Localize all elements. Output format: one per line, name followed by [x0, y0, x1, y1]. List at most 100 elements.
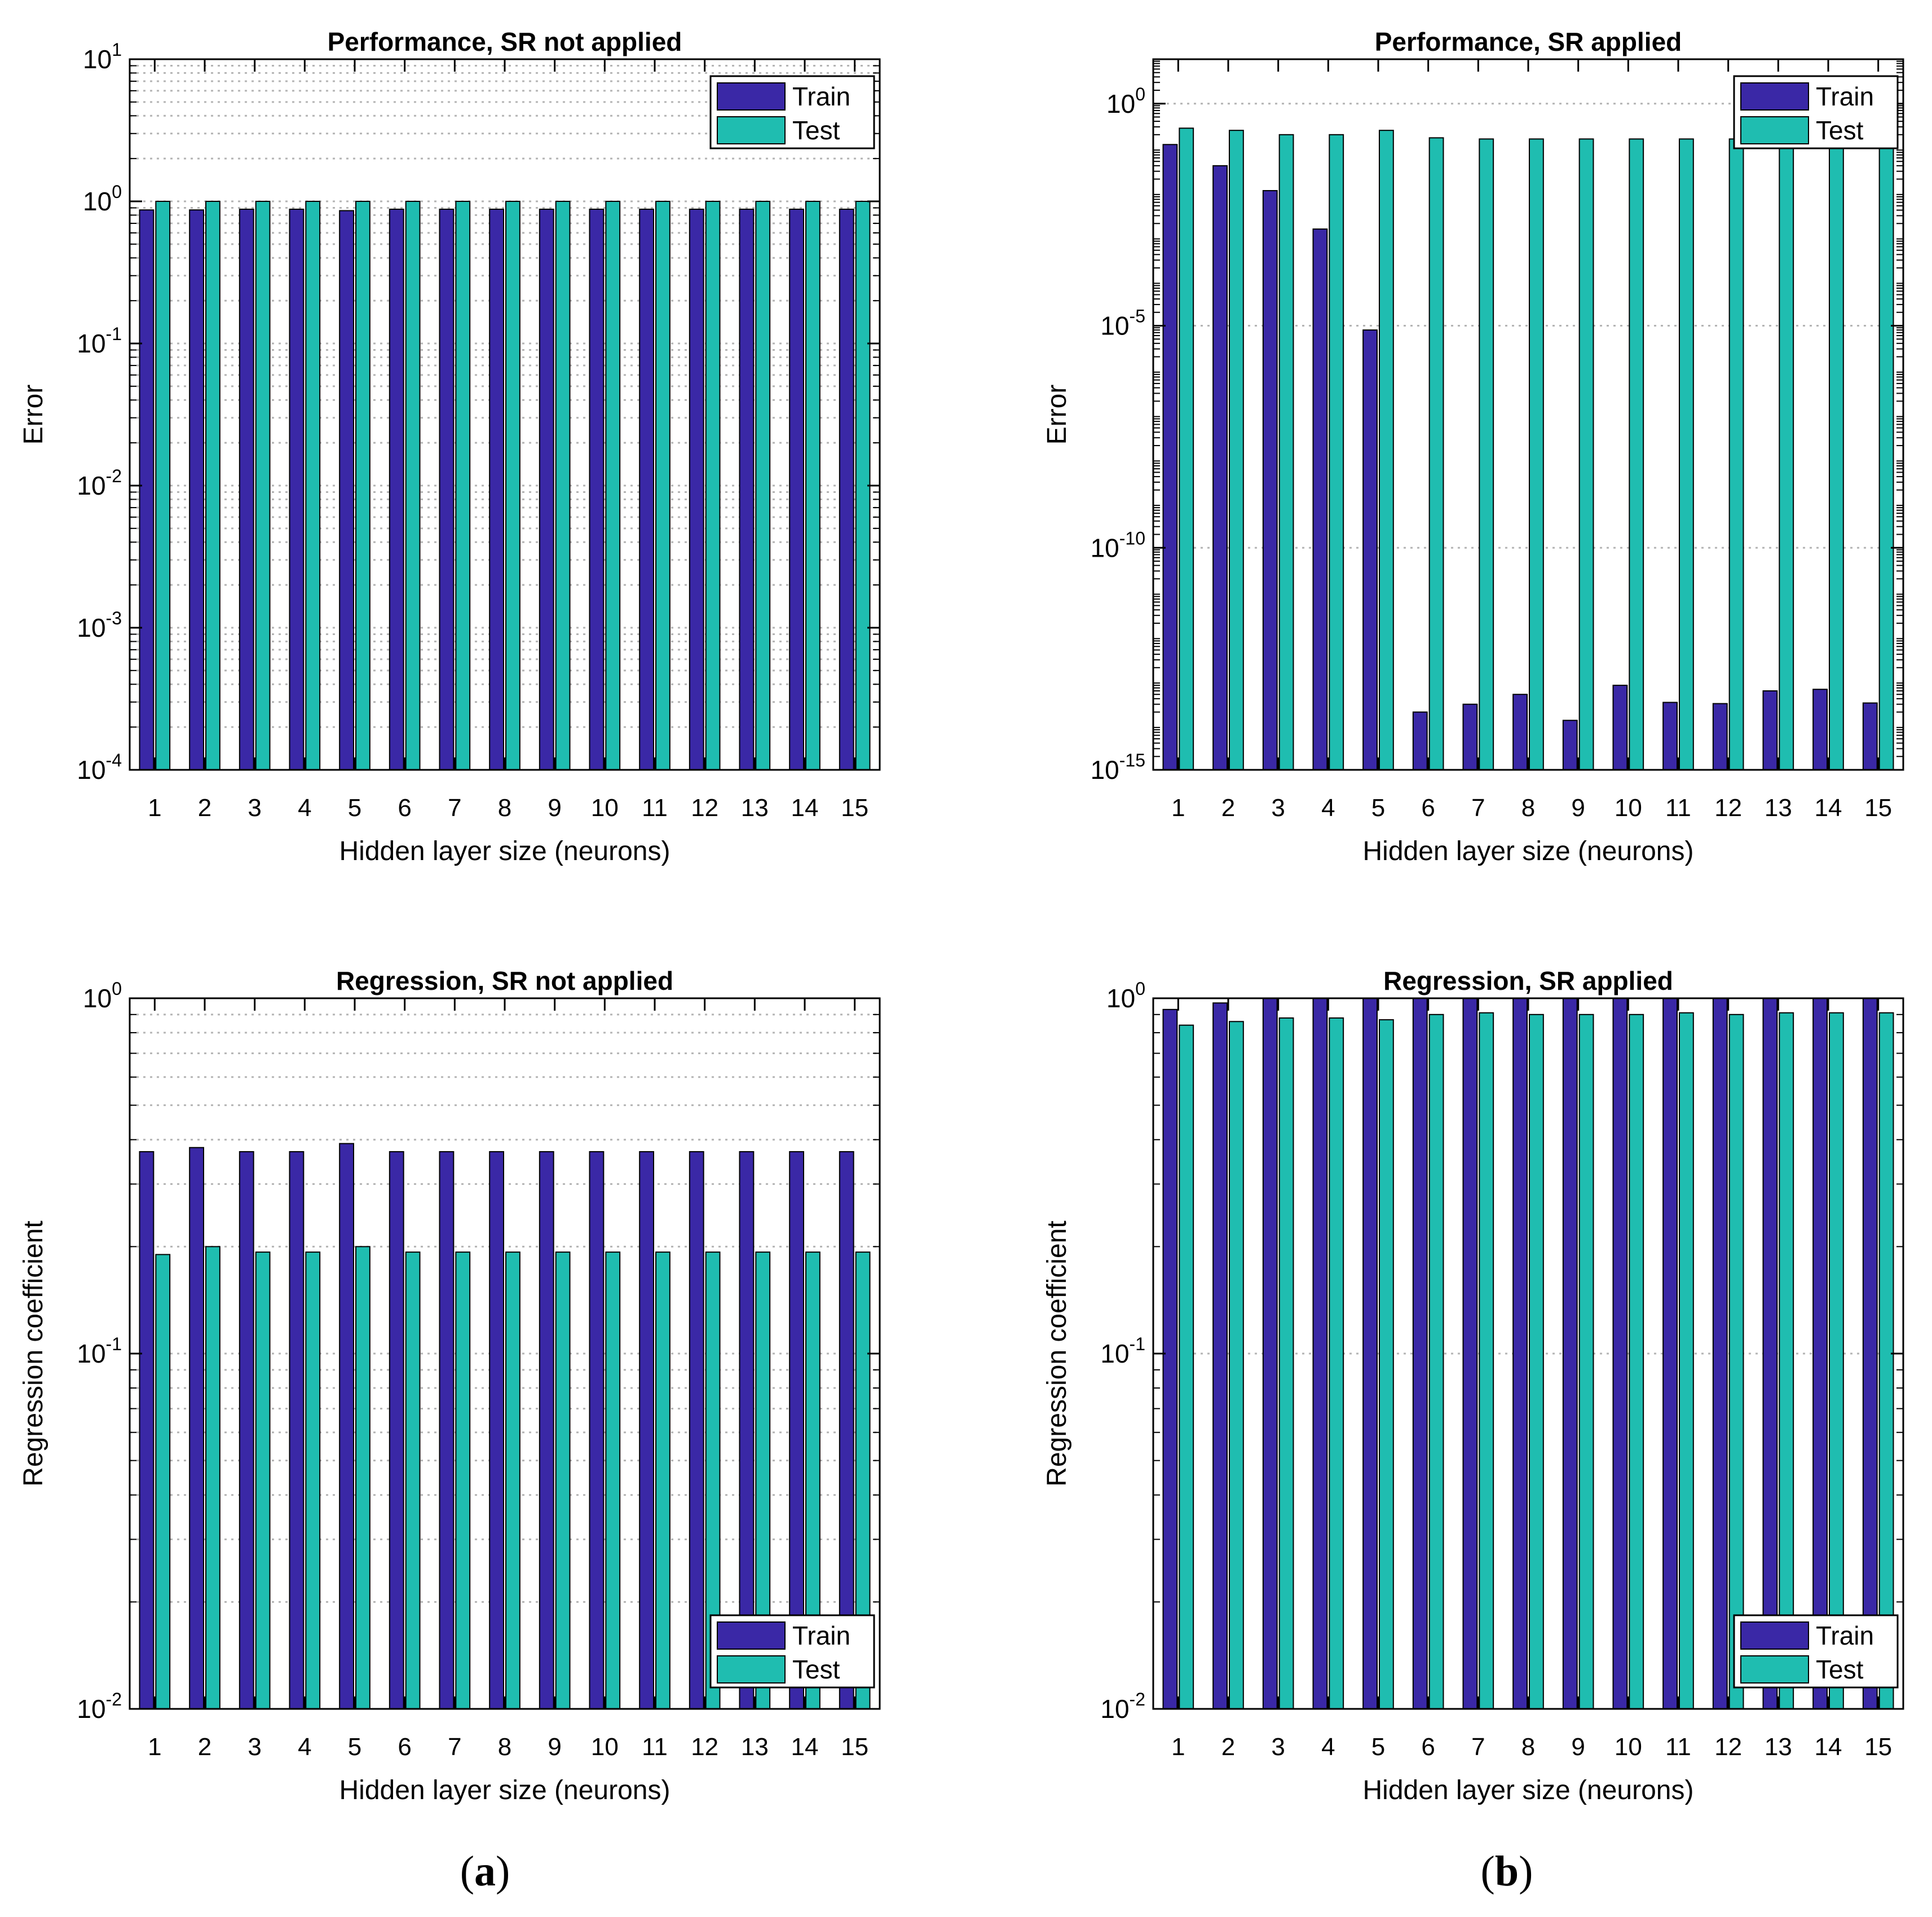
- bar-train-8: [489, 208, 505, 770]
- bar-train-5: [339, 210, 355, 770]
- bar-train-12: [1712, 998, 1728, 1709]
- x-tick-label: 6: [398, 1733, 411, 1761]
- bar-train-2: [1212, 1002, 1228, 1709]
- bar-test-10: [605, 1251, 621, 1709]
- bar-test-3: [255, 1251, 271, 1709]
- x-axis-label: Hidden layer size (neurons): [1363, 1775, 1694, 1805]
- bar-test-11: [655, 1251, 671, 1709]
- x-tick-label: 2: [1221, 1733, 1235, 1761]
- bar-train-13: [1762, 690, 1778, 770]
- legend-swatch-test: [1740, 116, 1809, 144]
- y-tick-label: 10-2: [77, 1689, 122, 1724]
- bar-test-8: [505, 201, 521, 770]
- bar-train-2: [1212, 165, 1228, 770]
- x-tick-label: 3: [1271, 1733, 1285, 1761]
- bar-train-14: [1812, 998, 1828, 1709]
- bar-test-11: [655, 201, 671, 770]
- bar-test-1: [1179, 127, 1194, 771]
- bar-test-7: [1479, 138, 1494, 771]
- x-tick-label: 6: [1421, 794, 1435, 822]
- y-tick-label: 10-1: [1100, 1334, 1145, 1368]
- x-tick-label: 1: [148, 794, 161, 822]
- bar-test-9: [555, 201, 571, 770]
- y-tick-label: 10-5: [1100, 306, 1145, 341]
- bar-train-5: [1362, 329, 1378, 770]
- bar-test-2: [205, 201, 220, 770]
- x-tick-label: 7: [448, 794, 461, 822]
- legend-swatch-train: [717, 1621, 786, 1650]
- bar-train-9: [1562, 720, 1578, 771]
- y-tick-label: 100: [83, 979, 122, 1013]
- x-tick-label: 15: [1864, 794, 1892, 822]
- bar-test-4: [1329, 134, 1344, 770]
- bar-test-14: [1829, 1012, 1844, 1709]
- x-tick-label: 11: [1665, 1733, 1691, 1761]
- bar-train-1: [139, 1151, 155, 1710]
- y-axis-label: Error: [19, 385, 48, 445]
- bar-train-8: [1512, 998, 1528, 1709]
- legend-swatch-train: [1740, 1621, 1809, 1650]
- bar-train-7: [439, 1151, 455, 1710]
- bar-train-3: [239, 1151, 254, 1710]
- bar-test-5: [1379, 130, 1394, 770]
- x-tick-label: 2: [198, 794, 211, 822]
- bar-train-10: [1612, 998, 1628, 1709]
- chart-title: Regression, SR not applied: [336, 966, 673, 995]
- y-tick-label: 10-4: [77, 750, 122, 785]
- x-tick-label: 14: [1815, 1733, 1842, 1761]
- bar-train-13: [739, 208, 755, 770]
- bar-test-8: [505, 1251, 521, 1709]
- legend-label-train: Train: [1816, 82, 1874, 111]
- x-tick-label: 7: [1471, 1733, 1485, 1761]
- bar-test-2: [1229, 130, 1244, 770]
- x-tick-label: 15: [1864, 1733, 1892, 1761]
- bar-train-10: [589, 208, 605, 770]
- bar-train-4: [1312, 228, 1328, 770]
- bar-test-5: [355, 201, 370, 770]
- x-tick-label: 3: [1271, 794, 1285, 822]
- bar-train-14: [1812, 689, 1828, 770]
- x-tick-label: 7: [448, 1733, 461, 1761]
- bar-test-10: [605, 201, 621, 770]
- chart-title: Performance, SR applied: [1375, 27, 1682, 56]
- bar-test-12: [1728, 138, 1744, 771]
- x-tick-label: 4: [1321, 794, 1335, 822]
- y-axis-label: Regression coefficient: [19, 1220, 48, 1486]
- x-tick-label: 10: [591, 794, 619, 822]
- bar-test-10: [1629, 138, 1644, 771]
- bar-test-1: [1179, 1024, 1194, 1709]
- bar-test-11: [1679, 138, 1694, 771]
- bar-test-3: [255, 201, 271, 770]
- bar-test-2: [1229, 1021, 1244, 1709]
- x-tick-label: 12: [1714, 794, 1742, 822]
- bar-train-15: [839, 208, 854, 770]
- bar-train-5: [1362, 998, 1378, 1709]
- bar-test-7: [455, 1251, 471, 1709]
- bar-train-11: [639, 1151, 655, 1710]
- bar-train-10: [1612, 685, 1628, 771]
- bar-train-11: [639, 208, 655, 770]
- legend: Train Test: [1733, 75, 1899, 149]
- bar-train-3: [239, 208, 254, 770]
- x-axis-label: Hidden layer size (neurons): [339, 836, 671, 866]
- x-tick-label: 1: [148, 1733, 161, 1761]
- x-tick-label: 13: [741, 1733, 769, 1761]
- x-tick-label: 15: [841, 1733, 868, 1761]
- bar-test-14: [1829, 138, 1844, 771]
- y-tick-label: 100: [1106, 979, 1145, 1013]
- x-tick-label: 10: [1615, 794, 1642, 822]
- x-tick-label: 8: [498, 794, 511, 822]
- bar-train-3: [1262, 998, 1278, 1709]
- legend-swatch-train: [1740, 82, 1809, 111]
- x-tick-label: 13: [1765, 1733, 1792, 1761]
- bar-test-13: [1779, 138, 1794, 771]
- x-tick-label: 3: [248, 794, 261, 822]
- x-tick-label: 8: [1521, 794, 1535, 822]
- bar-test-5: [355, 1246, 370, 1709]
- bar-test-14: [805, 201, 821, 770]
- bar-test-8: [1529, 138, 1544, 771]
- legend-label-test: Test: [1816, 1655, 1864, 1684]
- x-axis-label: Hidden layer size (neurons): [339, 1775, 671, 1805]
- bar-train-8: [489, 1151, 505, 1710]
